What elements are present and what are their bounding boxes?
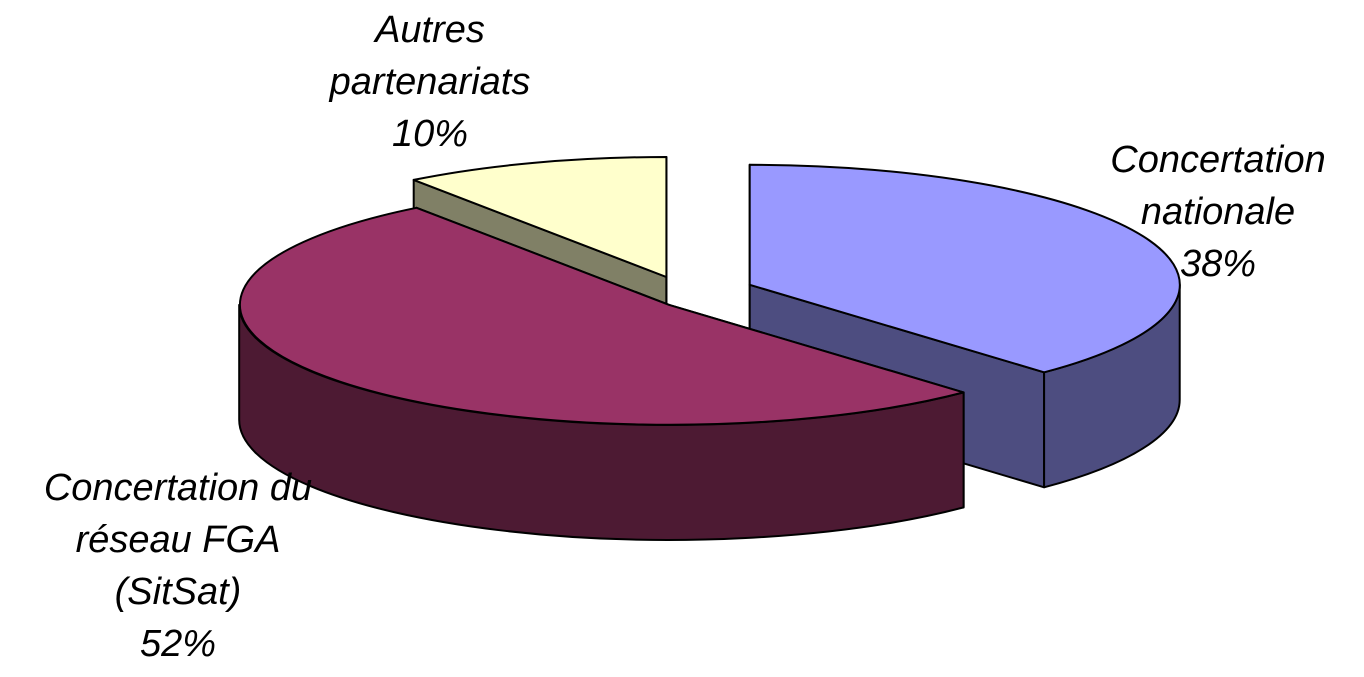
slice-label-line: Concertation du — [44, 467, 312, 509]
slice-percent-concertation-du-reseau-fga: 52% — [140, 623, 216, 665]
pie-slice-top-autres-partenariats — [412, 156, 668, 278]
pie-labels: Concertation nationale 38% Concertation du r… — [44, 9, 1326, 665]
slice-label-line: réseau FGA — [76, 519, 281, 561]
slice-label-line: nationale — [1141, 191, 1295, 233]
slice-label-concertation-du-reseau-fga: Concertation du réseau FGA (SitSat) 52% — [44, 467, 312, 665]
slice-label-autres-partenariats: Autres partenariats 10% — [329, 9, 531, 155]
slice-label-concertation-nationale: Concertation nationale 38% — [1110, 139, 1325, 285]
pie-slice-top-concertation-nationale — [748, 163, 1181, 374]
slice-percent-concertation-nationale: 38% — [1180, 243, 1256, 285]
pie-slices — [238, 156, 1181, 541]
slice-label-line: partenariats — [329, 61, 531, 103]
pie-slice-concertation-du-reseau-fga — [238, 206, 965, 541]
slice-label-line: Concertation — [1110, 139, 1325, 181]
slice-percent-autres-partenariats: 10% — [392, 113, 468, 155]
slice-label-line: (SitSat) — [115, 571, 242, 613]
pie-slice-top-concertation-du-reseau-fga — [238, 206, 965, 426]
slice-label-line: Autres — [373, 9, 485, 51]
